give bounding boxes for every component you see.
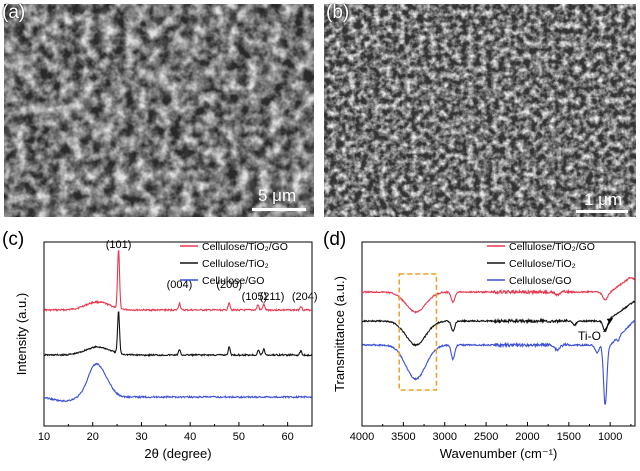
annotation-arrow-head xyxy=(606,318,613,323)
legend-entry: Cellulose/GO xyxy=(509,275,571,287)
x-tick-label: 1000 xyxy=(598,431,622,443)
series-line xyxy=(43,311,313,358)
plot-frame xyxy=(361,241,636,427)
series-line xyxy=(361,300,636,347)
plot-frame xyxy=(43,241,313,427)
series-line xyxy=(43,362,313,403)
panel-label-a: (a) xyxy=(2,2,26,23)
scale-bar-a xyxy=(252,208,306,211)
series-line xyxy=(361,319,636,405)
legend-entry: Cellulose/TiO₂ xyxy=(202,258,269,270)
series-line xyxy=(43,250,313,313)
x-tick-label: 1500 xyxy=(557,431,581,443)
ftir-chart: 4000 3500 3000 2500 2000 1500 1000 Wavenumber (… xyxy=(332,241,636,461)
legend-entry: Cellulose/TiO₂/GO xyxy=(202,241,288,253)
sem-image-a xyxy=(4,4,314,217)
x-tick-label: 3000 xyxy=(432,431,456,443)
x-tick-label: 4000 xyxy=(350,431,374,443)
peak-label: (204) xyxy=(292,291,318,303)
peak-label: (211) xyxy=(260,291,285,303)
x-tick-label: 50 xyxy=(233,431,245,443)
legend-entry: Cellulose/TiO₂/GO xyxy=(509,241,595,253)
x-tick-label: 3500 xyxy=(391,431,415,443)
scale-label-a: 5 μm xyxy=(258,186,297,205)
panel-label-d: (d) xyxy=(323,229,347,250)
x-tick-label: 2500 xyxy=(474,431,498,443)
highlight-box xyxy=(398,273,438,391)
x-tick-label: 2000 xyxy=(515,431,539,443)
sem-texture-b xyxy=(324,4,636,217)
tio-annotation: Ti-O xyxy=(578,329,601,343)
x-tick-label: 30 xyxy=(135,431,147,443)
peak-label: (105) xyxy=(242,291,268,303)
y-axis-label: Intensity (a.u.) xyxy=(14,293,29,375)
x-tick-label: 60 xyxy=(282,431,294,443)
scale-bar-b xyxy=(576,210,628,213)
peak-label: (200) xyxy=(216,279,242,291)
series-line xyxy=(361,276,636,314)
legend-entry: Cellulose/GO xyxy=(202,275,264,287)
peak-label: (101) xyxy=(106,239,132,251)
panel-label-c: (c) xyxy=(2,229,25,250)
x-tick-label: 10 xyxy=(38,431,50,443)
x-tick-label: 40 xyxy=(184,431,196,443)
xrd-chart: 10 20 30 40 50 60 2θ (degree) Intensity (a.u.) (… xyxy=(14,239,318,461)
panel-label-b: (b) xyxy=(326,2,350,23)
legend-entry: Cellulose/TiO₂ xyxy=(509,258,576,270)
x-tick-label: 20 xyxy=(87,431,99,443)
x-axis-label: Wavenumber (cm⁻¹) xyxy=(440,446,558,461)
sem-image-b xyxy=(324,4,636,217)
y-axis-label: Transmittance (a.u.) xyxy=(332,276,347,392)
sem-texture-a xyxy=(4,4,314,217)
scale-label-b: 1 μm xyxy=(584,190,623,209)
peak-label: (004) xyxy=(167,279,193,291)
x-axis-label: 2θ (degree) xyxy=(144,446,211,461)
